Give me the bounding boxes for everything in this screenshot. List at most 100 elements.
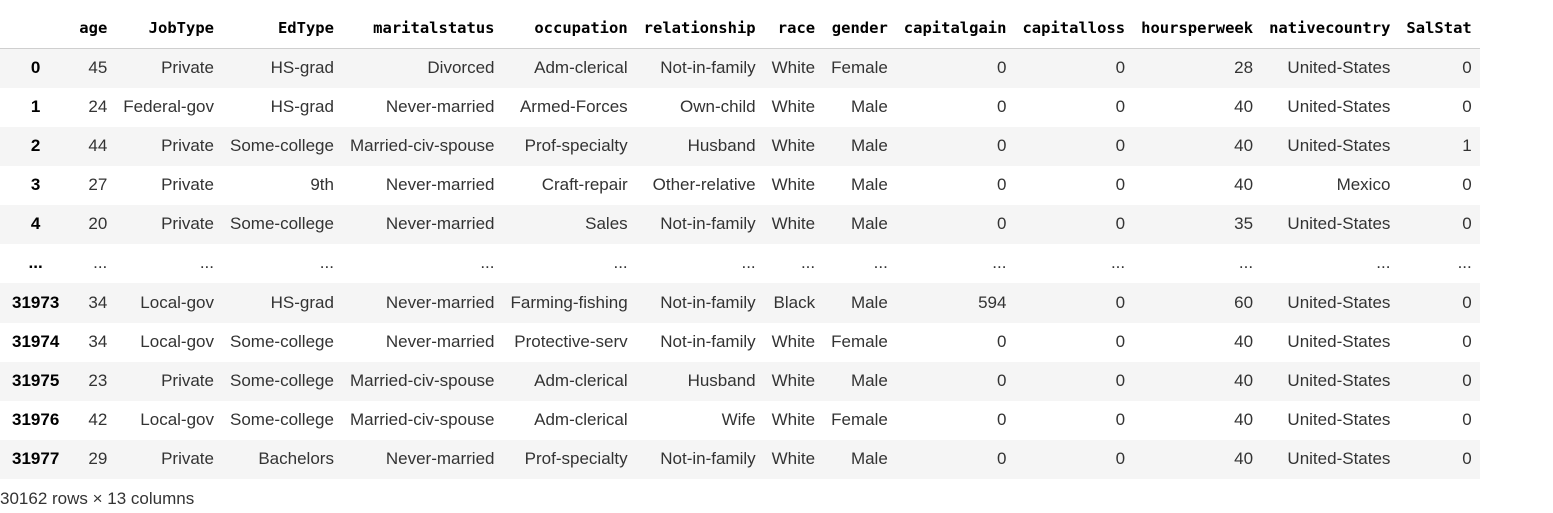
- table-body: 0 45 Private HS-grad Divorced Adm-clerical Not…: [0, 48, 1480, 479]
- table-cell: Not-in-family: [660, 58, 756, 78]
- table-cell: Never-married: [385, 214, 495, 233]
- table-cell: 0: [1462, 214, 1472, 233]
- table-cell: ...: [199, 253, 214, 272]
- table-cell: ...: [741, 253, 756, 272]
- row-index: 31974: [12, 332, 60, 351]
- table-cell: 0: [996, 58, 1007, 78]
- table-cell: 0: [1462, 449, 1472, 468]
- column-header-edtype: EdType: [222, 8, 342, 49]
- table-cell: Husband: [687, 136, 756, 155]
- table-cell: 0: [996, 332, 1007, 351]
- table-cell: United-States: [1287, 292, 1391, 312]
- table-cell: Some-college: [230, 371, 334, 390]
- table-cell: 44: [88, 136, 108, 155]
- table-cell: Protective-serv: [514, 332, 628, 351]
- table-cell: Male: [850, 175, 888, 194]
- table-cell: Private: [161, 58, 214, 78]
- table-cell: 0: [1115, 58, 1126, 78]
- table-cell: Female: [831, 332, 888, 351]
- table-cell: Some-college: [230, 410, 334, 429]
- table-cell: Adm-clerical: [534, 371, 628, 390]
- row-index: 1: [30, 97, 41, 116]
- column-header-age: age: [71, 8, 116, 49]
- table-cell: Married-civ-spouse: [349, 136, 495, 155]
- table-cell: White: [771, 410, 816, 429]
- row-index: 31975: [12, 371, 60, 390]
- table-cell: 0: [1115, 292, 1126, 312]
- table-cell: 0: [1115, 175, 1126, 194]
- column-header-occupation: occupation: [502, 8, 636, 49]
- column-header-jobtype: JobType: [115, 8, 222, 49]
- table-cell: Some-college: [230, 136, 334, 155]
- table-cell: 23: [88, 371, 108, 390]
- table-cell: Farming-fishing: [510, 292, 628, 312]
- table-cell: 24: [88, 97, 108, 116]
- table-row: 1 24 Federal-gov HS-grad Never-married Armed-…: [0, 87, 1480, 127]
- dataframe-table: age JobType EdType maritalstatus occupation r…: [0, 8, 1480, 479]
- table-cell: ...: [800, 253, 816, 272]
- table-cell: 0: [1115, 371, 1126, 390]
- table-cell: 40: [1234, 175, 1254, 194]
- table-cell: ...: [480, 253, 495, 272]
- table-cell: Armed-Forces: [519, 97, 628, 116]
- table-cell: Female: [831, 410, 888, 429]
- table-cell: Private: [161, 371, 214, 390]
- table-cell: Adm-clerical: [534, 58, 628, 78]
- table-cell: 0: [996, 214, 1007, 233]
- table-cell: 0: [1462, 58, 1472, 78]
- table-cell: United-States: [1287, 371, 1391, 390]
- table-cell: HS-grad: [270, 292, 334, 312]
- table-cell: Never-married: [385, 292, 495, 312]
- row-index: 3: [30, 175, 41, 194]
- column-header-race: race: [763, 8, 824, 49]
- table-cell: 0: [996, 175, 1007, 194]
- row-index: 31973: [12, 292, 60, 312]
- dataframe-shape-caption: 30162 rows × 13 columns: [0, 489, 195, 508]
- table-row: 31975 23 Private Some-college Married-civ-sp…: [0, 361, 1480, 401]
- table-cell: HS-grad: [270, 97, 334, 116]
- table-cell: Craft-repair: [541, 175, 628, 194]
- table-cell: Male: [850, 449, 888, 468]
- table-cell: 35: [1234, 214, 1254, 233]
- table-cell: ...: [93, 253, 108, 272]
- table-cell: 45: [88, 58, 108, 78]
- table-cell: Adm-clerical: [534, 410, 628, 429]
- table-cell: United-States: [1287, 410, 1391, 429]
- table-cell: Private: [161, 449, 214, 468]
- table-cell: 60: [1234, 292, 1254, 312]
- table-row: 0 45 Private HS-grad Divorced Adm-clerical Not…: [0, 48, 1480, 88]
- table-cell: 0: [996, 410, 1007, 429]
- table-cell: 28: [1234, 58, 1254, 78]
- table-row: 4 20 Private Some-college Never-married Sales…: [0, 204, 1480, 244]
- table-cell: 40: [1234, 332, 1254, 351]
- table-cell: HS-grad: [270, 58, 334, 78]
- table-cell: Private: [161, 175, 214, 194]
- table-cell: Male: [850, 136, 888, 155]
- table-cell: 594: [978, 292, 1007, 312]
- column-header-relationship: relationship: [635, 8, 764, 49]
- table-cell: Male: [850, 371, 888, 390]
- column-header-gender: gender: [823, 8, 896, 49]
- row-index: 2: [30, 136, 41, 155]
- table-cell: 40: [1234, 410, 1254, 429]
- table-cell: United-States: [1287, 136, 1391, 155]
- table-cell: United-States: [1287, 58, 1391, 78]
- table-cell: 0: [996, 97, 1007, 116]
- table-cell: 34: [88, 332, 108, 351]
- table-cell: Not-in-family: [660, 332, 756, 351]
- table-cell: 0: [1462, 332, 1472, 351]
- table-cell: Never-married: [385, 175, 495, 194]
- table-cell: 0: [1115, 214, 1126, 233]
- column-header-hoursperweek: hoursperweek: [1133, 8, 1262, 49]
- column-header-maritalstatus: maritalstatus: [341, 8, 503, 49]
- table-header: age JobType EdType maritalstatus occupation r…: [0, 8, 1480, 49]
- table-cell: Never-married: [385, 97, 495, 116]
- table-cell: ...: [1376, 253, 1391, 272]
- table-cell: Other-relative: [652, 175, 756, 194]
- table-cell: Prof-specialty: [524, 136, 628, 155]
- table-cell: Male: [850, 292, 888, 312]
- table-cell: Never-married: [385, 449, 495, 468]
- table-cell: White: [771, 371, 816, 390]
- table-cell: 0: [1462, 292, 1472, 312]
- table-cell: Prof-specialty: [524, 449, 628, 468]
